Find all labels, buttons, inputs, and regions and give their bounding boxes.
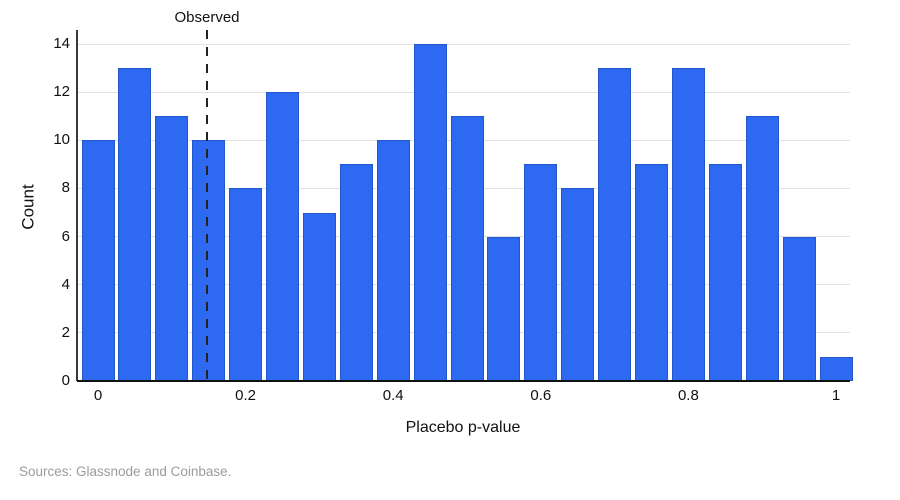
x-tick-label: 0.2 — [235, 387, 257, 404]
y-tick-label: 8 — [61, 179, 70, 197]
gridline — [77, 43, 850, 45]
histogram-bar — [376, 140, 410, 381]
histogram-bar — [81, 140, 115, 381]
histogram-bar — [229, 188, 263, 381]
x-tick-label: 0.8 — [677, 387, 699, 404]
x-axis-line — [77, 380, 850, 382]
source-note: Sources: Glassnode and Coinbase. — [19, 464, 232, 479]
y-tick-label: 14 — [53, 35, 70, 52]
histogram-bar — [561, 188, 595, 381]
histogram-bar — [524, 164, 558, 381]
histogram-bar — [192, 140, 226, 381]
histogram-bar — [745, 116, 779, 381]
x-tick-label: 1 — [831, 387, 841, 404]
histogram-bar — [671, 68, 705, 381]
histogram-bar — [819, 356, 853, 381]
y-tick-label: 10 — [53, 131, 70, 149]
histogram-bar — [450, 116, 484, 381]
x-tick-label: 0.6 — [530, 387, 552, 404]
gridline — [77, 91, 850, 93]
x-tick-label: 0.4 — [382, 387, 404, 404]
histogram-bar — [413, 44, 447, 381]
histogram-bar — [302, 212, 336, 381]
y-tick-label: 6 — [61, 227, 70, 245]
histogram-bar — [118, 68, 152, 381]
histogram-bar — [782, 236, 816, 381]
x-axis-title: Placebo p-value — [405, 419, 521, 436]
histogram-bar — [635, 164, 668, 381]
y-tick-label: 4 — [61, 275, 70, 293]
observed-dashed-line — [206, 30, 209, 381]
x-tick-label: 0 — [93, 387, 103, 404]
observed-annotation-label: Observed — [174, 9, 240, 26]
histogram-bar — [708, 164, 742, 381]
histogram-bar — [598, 68, 632, 381]
y-tick-label: 2 — [61, 323, 70, 341]
y-tick-label: 12 — [53, 83, 70, 101]
y-axis-spine — [76, 30, 78, 381]
histogram-bar — [487, 236, 521, 381]
y-tick-label: 0 — [61, 372, 70, 389]
histogram-bar — [155, 116, 189, 381]
histogram-bar — [266, 92, 299, 381]
histogram-bar — [339, 164, 373, 381]
